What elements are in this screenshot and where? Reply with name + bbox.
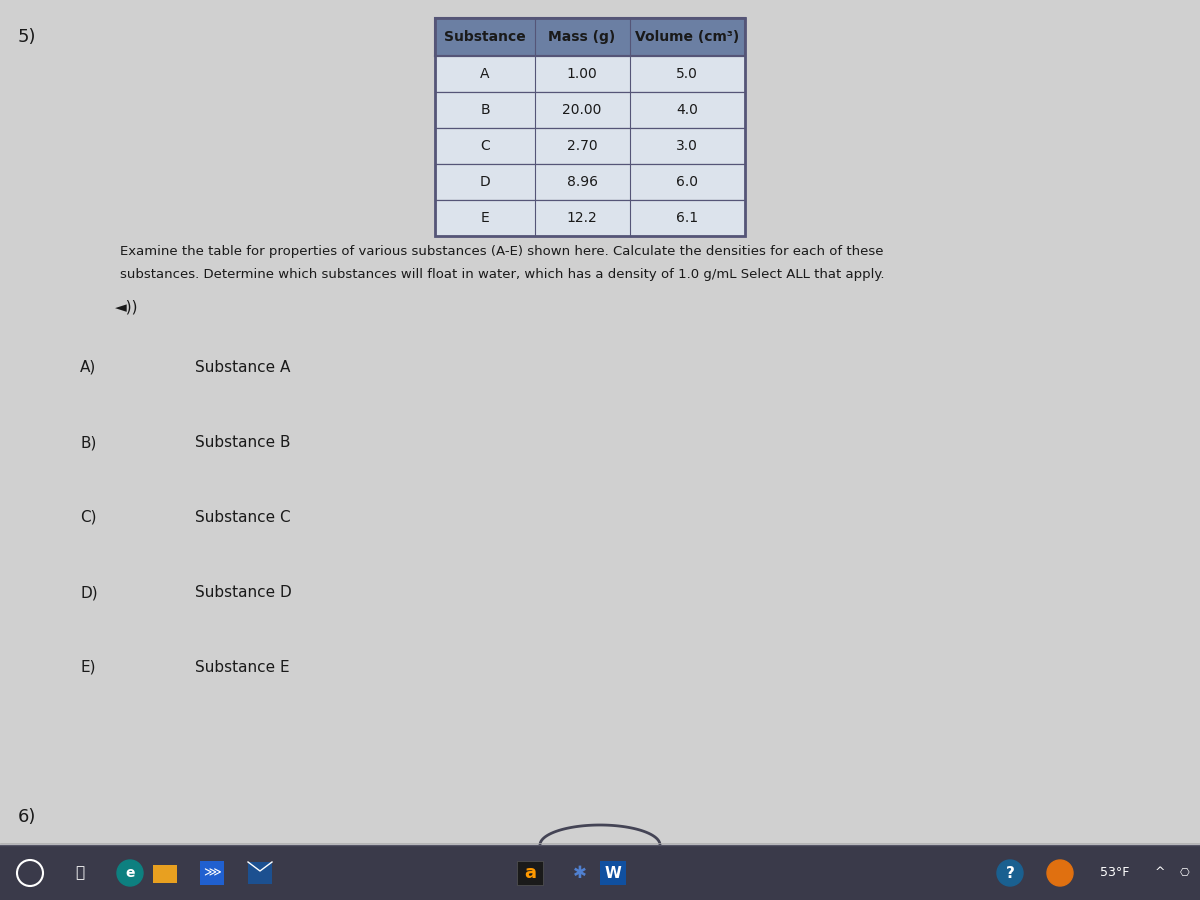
- Text: substances. Determine which substances will float in water, which has a density : substances. Determine which substances w…: [120, 268, 884, 281]
- Bar: [248, 862, 272, 884]
- Text: Volume (cm³): Volume (cm³): [635, 30, 739, 44]
- Text: 20.00: 20.00: [563, 103, 601, 117]
- Bar: [436, 18, 745, 56]
- Text: Examine the table for properties of various substances (A-E) shown here. Calcula: Examine the table for properties of vari…: [120, 245, 883, 258]
- Text: 53°F: 53°F: [1100, 867, 1129, 879]
- Text: C): C): [80, 510, 96, 525]
- Circle shape: [997, 860, 1022, 886]
- Text: e: e: [125, 866, 134, 880]
- Text: E): E): [80, 660, 96, 675]
- Circle shape: [118, 860, 143, 886]
- Text: Substance B: Substance B: [194, 435, 290, 450]
- Text: 8.96: 8.96: [566, 175, 598, 189]
- Text: Substance C: Substance C: [194, 510, 290, 525]
- Text: ?: ?: [1006, 866, 1014, 880]
- Text: E: E: [481, 211, 490, 225]
- Text: ⎔: ⎔: [1180, 868, 1190, 878]
- Bar: [154, 865, 178, 883]
- Text: ⋙: ⋙: [203, 867, 221, 879]
- Bar: [436, 164, 745, 200]
- Circle shape: [1046, 860, 1073, 886]
- Bar: [200, 861, 224, 885]
- Text: Substance E: Substance E: [194, 660, 289, 675]
- Text: C: C: [480, 139, 490, 153]
- Text: 4.0: 4.0: [676, 103, 698, 117]
- Text: B: B: [480, 103, 490, 117]
- Text: 1.00: 1.00: [566, 67, 598, 81]
- Text: 5.0: 5.0: [676, 67, 698, 81]
- Bar: [436, 92, 745, 128]
- Bar: [0, 845, 1200, 900]
- Text: Substance A: Substance A: [194, 360, 290, 375]
- Text: 12.2: 12.2: [566, 211, 598, 225]
- Text: 6): 6): [18, 808, 36, 826]
- Bar: [517, 861, 542, 885]
- Text: A): A): [80, 360, 96, 375]
- Bar: [600, 861, 626, 885]
- Text: ⧉: ⧉: [76, 866, 84, 880]
- Bar: [436, 56, 745, 92]
- Text: 2.70: 2.70: [566, 139, 598, 153]
- Text: D): D): [80, 585, 97, 600]
- Text: A: A: [480, 67, 490, 81]
- Text: ✱: ✱: [574, 864, 587, 882]
- Text: 5): 5): [18, 28, 36, 46]
- Text: 3.0: 3.0: [676, 139, 698, 153]
- Text: ^: ^: [1154, 867, 1165, 879]
- Text: ◄)): ◄)): [115, 300, 138, 315]
- Text: 6.0: 6.0: [676, 175, 698, 189]
- Text: 6.1: 6.1: [676, 211, 698, 225]
- Bar: [436, 200, 745, 236]
- Text: B): B): [80, 435, 96, 450]
- Bar: [436, 18, 745, 236]
- Text: D: D: [480, 175, 491, 189]
- Text: a: a: [524, 864, 536, 882]
- Bar: [436, 128, 745, 164]
- Text: Substance D: Substance D: [194, 585, 292, 600]
- Text: Substance: Substance: [444, 30, 526, 44]
- Text: W: W: [605, 866, 622, 880]
- Text: Mass (g): Mass (g): [548, 30, 616, 44]
